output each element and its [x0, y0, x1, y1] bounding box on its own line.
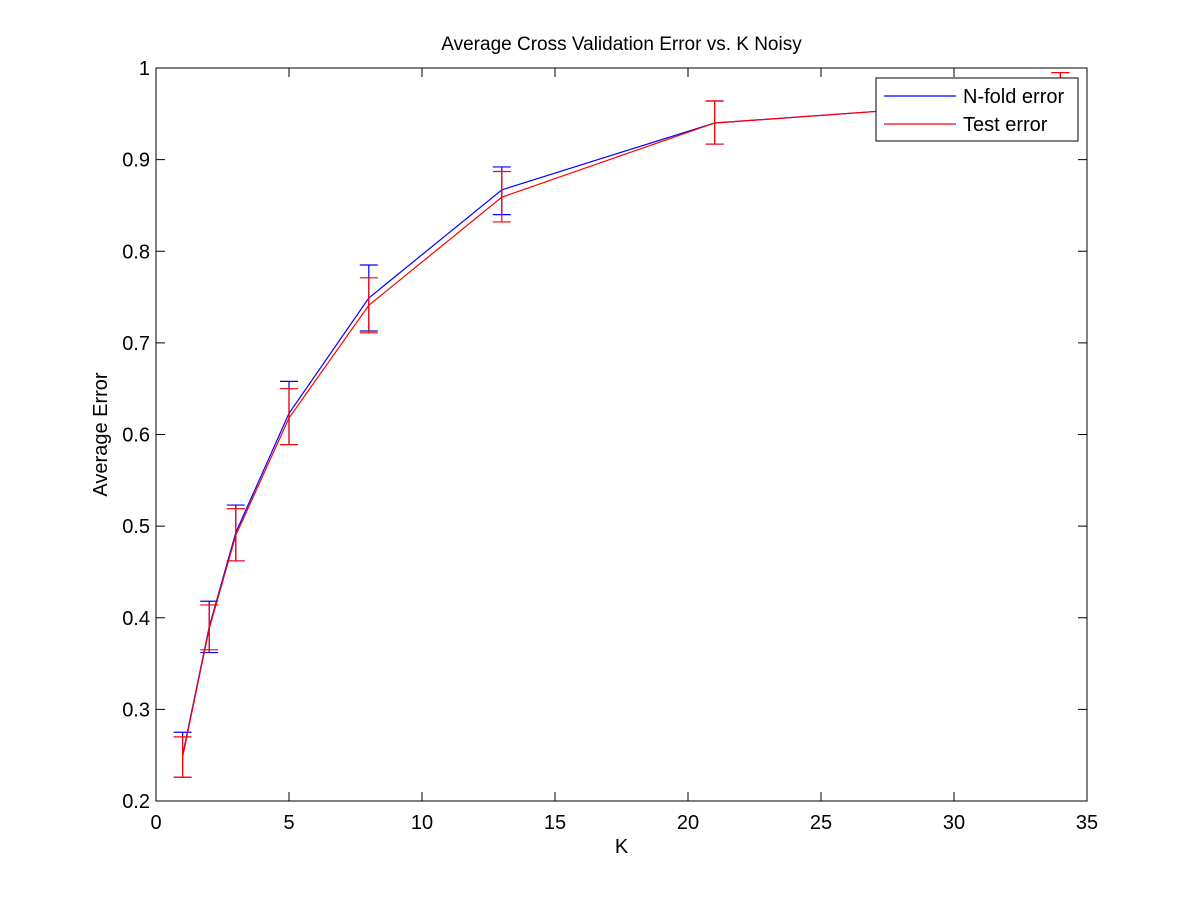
y-tick-label: 1 [139, 58, 150, 80]
plot-area [156, 68, 1087, 801]
x-tick-label: 20 [677, 812, 699, 834]
y-tick-label: 0.6 [122, 425, 150, 447]
error-bar [280, 388, 298, 446]
y-axis-title: Average Error [90, 372, 112, 496]
y-tick-label: 0.8 [122, 241, 150, 263]
legend-label: N-fold error [963, 86, 1064, 108]
x-tick-label: 0 [150, 812, 161, 834]
x-tick-label: 25 [810, 812, 832, 834]
legend: N-fold error Test error [875, 77, 1079, 142]
series-2 [173, 71, 1070, 778]
y-tick-label: 0.5 [122, 516, 150, 538]
x-tick-label: 5 [283, 812, 294, 834]
legend-box [875, 77, 1079, 142]
x-tick-label: 35 [1076, 812, 1098, 834]
series-line [182, 97, 1061, 758]
legend-label: Test error [963, 114, 1048, 136]
legend-item: Test error [884, 114, 1048, 136]
x-tick-label: 10 [411, 812, 433, 834]
y-tick-label: 0.9 [122, 150, 150, 172]
axis-ticks: 0 5 10 15 20 25 30 35 0.2 0.3 0.4 0.5 0.6 0.7 0.8 0.9 1 [122, 58, 1098, 834]
x-tick-label: 30 [943, 812, 965, 834]
x-axis-title: K [615, 836, 629, 858]
y-tick-label: 0.2 [122, 791, 150, 813]
y-tick-label: 0.4 [122, 608, 150, 630]
x-tick-label: 15 [544, 812, 566, 834]
legend-item: N-fold error [884, 86, 1064, 108]
y-tick-label: 0.7 [122, 333, 150, 355]
chart-title: Average Cross Validation Error vs. K Noi… [441, 34, 802, 55]
axes-background [156, 68, 1087, 801]
y-tick-label: 0.3 [122, 699, 150, 721]
